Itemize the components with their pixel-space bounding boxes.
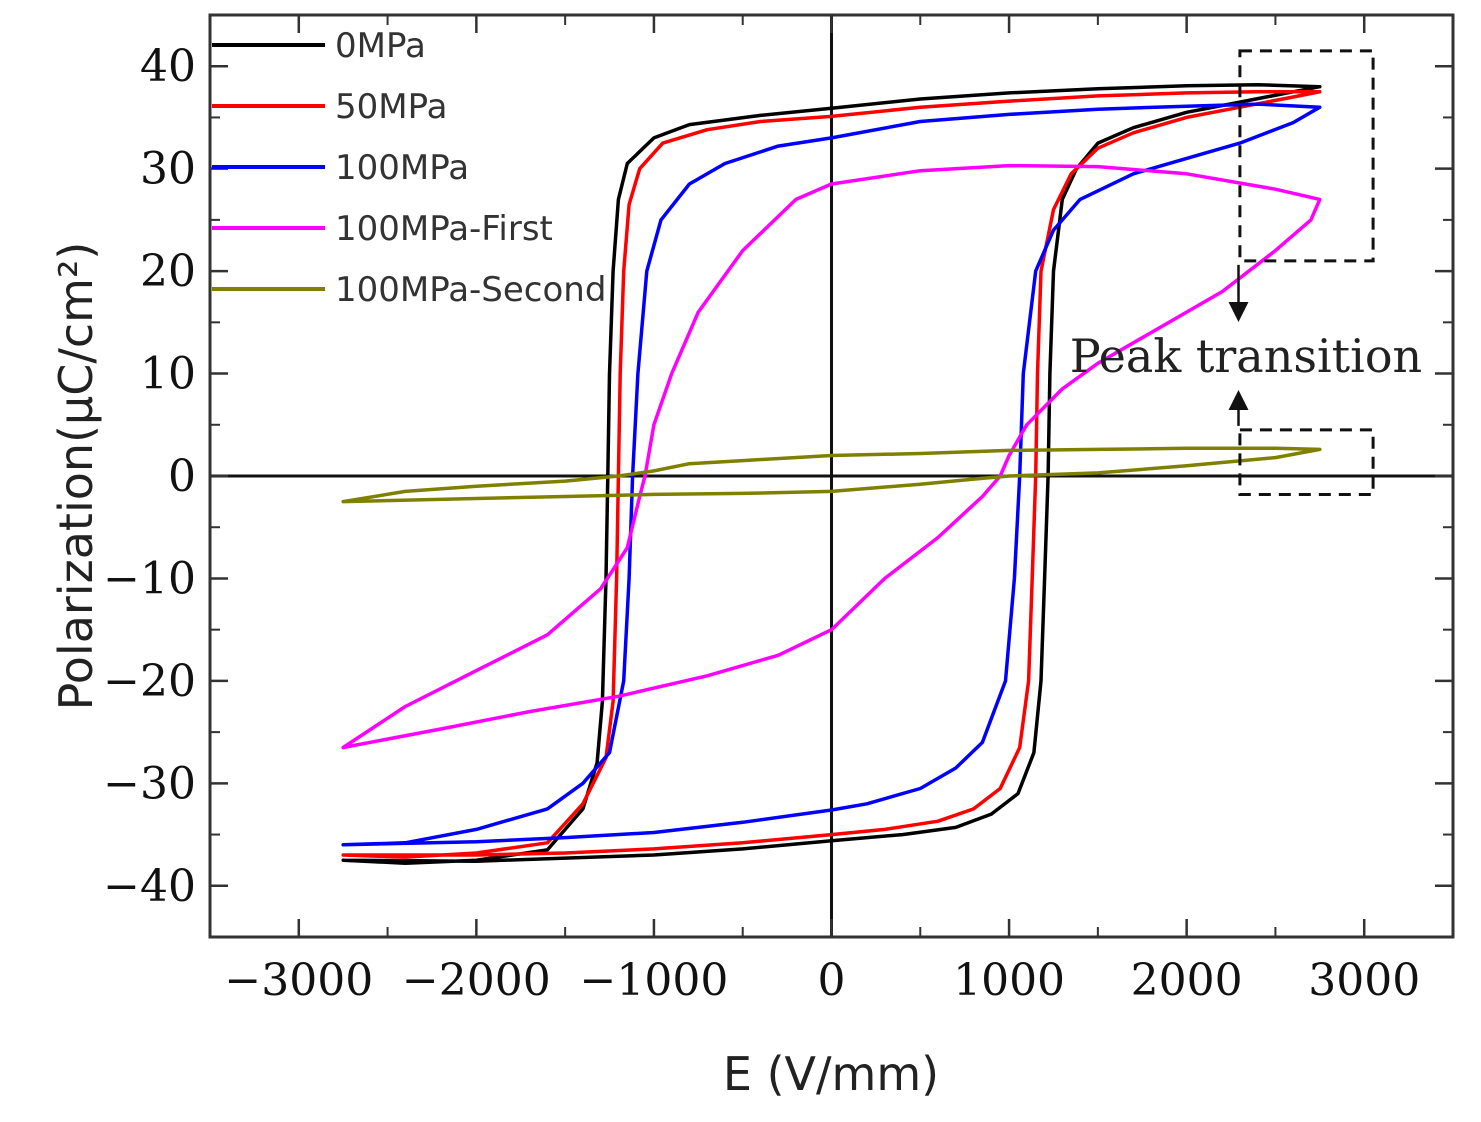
y-tick-label: −10 — [103, 553, 196, 604]
x-tick-label: 2000 — [1131, 955, 1243, 1006]
series-line-100mpa-first — [341, 163, 1322, 750]
y-tick-label: −30 — [103, 758, 196, 809]
peak-transition-annotation: Peak transition — [1070, 49, 1422, 496]
series-line-100mpa — [341, 102, 1322, 847]
x-tick-label: 0 — [818, 955, 846, 1006]
series-line-50mpa — [341, 90, 1322, 859]
x-tick-label: −1000 — [580, 955, 729, 1006]
axis-ticks — [209, 14, 1454, 938]
annotation-box-2 — [1238, 428, 1375, 496]
x-tick-label: −2000 — [402, 955, 551, 1006]
y-tick-label: −20 — [103, 656, 196, 707]
annotation-label: Peak transition — [1070, 329, 1422, 383]
series-line-0mpa — [341, 82, 1322, 865]
zero-lines — [210, 15, 1453, 937]
legend: 0MPa 50MPa 100MPa 100MPa-First 100MPa-Second — [212, 26, 606, 310]
y-tick-label: 0 — [168, 451, 196, 502]
legend-label: 100MPa — [335, 148, 469, 188]
series-line-100mpa-second — [341, 446, 1322, 504]
legend-label: 100MPa-First — [335, 209, 553, 249]
legend-label: 50MPa — [335, 87, 447, 127]
y-tick-label: −40 — [103, 861, 196, 912]
annotation-box-1 — [1238, 49, 1375, 263]
y-tick-label: 40 — [140, 41, 196, 92]
y-axis-title: Polarization(μC/cm²) — [49, 242, 103, 711]
x-tick-label: −3000 — [224, 955, 373, 1006]
legend-label: 0MPa — [335, 26, 426, 66]
legend-label: 100MPa-Second — [335, 270, 606, 310]
x-axis-title: E (V/mm) — [723, 1047, 939, 1101]
x-tick-label: 1000 — [953, 955, 1065, 1006]
y-tick-label: 10 — [140, 349, 196, 400]
x-tick-label: 3000 — [1308, 955, 1420, 1006]
y-tick-label: 30 — [140, 144, 196, 195]
y-tick-label: 20 — [140, 246, 196, 297]
series-group — [341, 82, 1322, 865]
tick-labels: −3000 −2000 −1000 0 1000 2000 3000 −40 −30 −20 −10… — [103, 41, 1420, 1006]
